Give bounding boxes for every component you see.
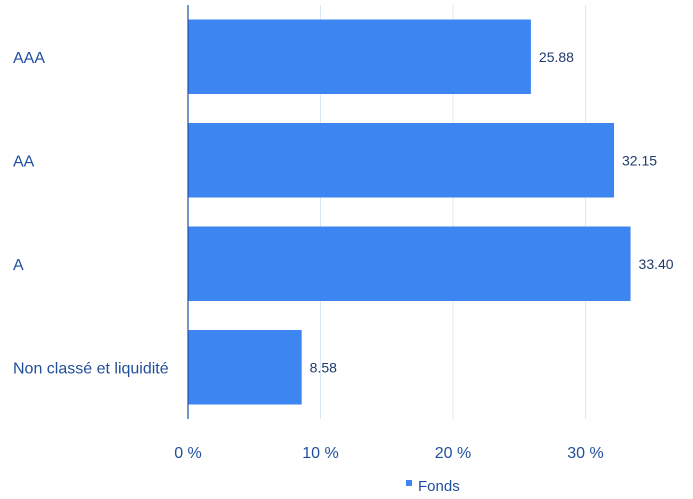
bar-1 <box>188 123 614 198</box>
bars <box>188 19 631 405</box>
bar-2 <box>188 226 631 301</box>
category-label-1: AA <box>13 153 35 170</box>
bar-3 <box>188 330 302 405</box>
legend-swatch <box>406 480 412 486</box>
legend: Fonds <box>406 478 460 495</box>
bar-0 <box>188 19 531 94</box>
category-label-3: Non classé et liquidité <box>13 360 169 377</box>
legend-label-fonds: Fonds <box>418 478 460 495</box>
category-label-2: A <box>13 257 24 274</box>
category-label-0: AAA <box>13 50 45 67</box>
value-labels: 25.88 32.15 33.40 8.58 <box>310 49 674 376</box>
x-tick-label-0: 0 % <box>174 445 202 462</box>
value-label-0: 25.88 <box>539 49 574 65</box>
x-tick-label-1: 10 % <box>302 445 338 462</box>
value-label-1: 32.15 <box>622 152 657 168</box>
x-tick-label-3: 30 % <box>567 445 603 462</box>
x-axis-ticks: 0 % 10 % 20 % 30 % <box>174 445 604 462</box>
value-label-3: 8.58 <box>310 359 337 375</box>
x-tick-label-2: 20 % <box>435 445 471 462</box>
value-label-2: 33.40 <box>639 256 674 272</box>
